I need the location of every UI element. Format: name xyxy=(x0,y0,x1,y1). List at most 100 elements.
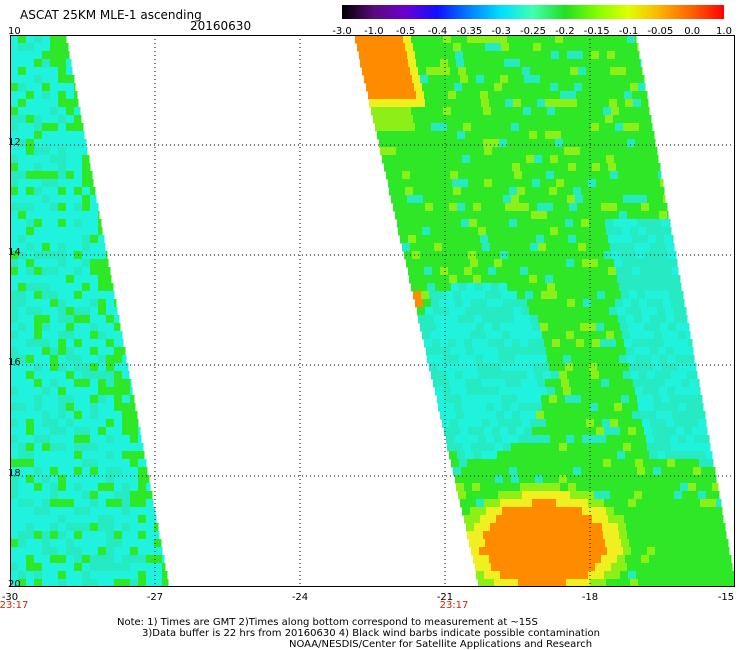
swath-cell xyxy=(558,155,567,164)
swath-cell xyxy=(599,371,608,380)
swath-cell xyxy=(639,195,648,204)
swath-cell xyxy=(572,147,581,156)
swath-cell xyxy=(531,563,540,572)
swath-cell xyxy=(122,395,131,404)
swath-cell xyxy=(579,355,588,364)
swath-cell xyxy=(614,579,623,587)
swath-cell xyxy=(514,523,523,532)
swath-cell xyxy=(624,235,633,244)
swath-cell xyxy=(576,267,585,276)
swath-cell xyxy=(431,195,440,204)
swath-cell xyxy=(502,579,511,587)
swath-cell xyxy=(557,467,566,476)
swath-cell xyxy=(18,171,27,180)
swath-cell xyxy=(34,483,43,492)
swath-cell xyxy=(549,395,558,404)
swath-cell xyxy=(106,355,115,364)
swath-cell xyxy=(649,451,658,460)
swath-cell xyxy=(640,515,649,524)
swath-cell xyxy=(82,171,91,180)
swath-cell xyxy=(578,243,587,252)
swath-cell xyxy=(18,491,27,500)
swath-cell xyxy=(568,411,577,420)
swath-cell xyxy=(611,211,620,220)
swath-cell xyxy=(596,323,605,332)
swath-cell xyxy=(674,419,683,428)
swath-cell xyxy=(512,59,521,68)
swath-cell xyxy=(530,491,539,500)
swath-cell xyxy=(405,187,414,196)
swath-cell xyxy=(522,315,531,324)
swath-cell xyxy=(18,91,27,100)
swath-cell xyxy=(530,523,539,532)
swath-cell xyxy=(589,539,598,548)
swath-cell xyxy=(589,291,598,300)
swath-cell xyxy=(718,507,723,516)
swath-cell xyxy=(66,139,75,148)
swath-cell xyxy=(26,59,35,68)
swath-cell xyxy=(445,291,454,300)
swath-cell xyxy=(649,203,658,212)
swath-cell xyxy=(42,35,51,44)
swath-cell xyxy=(523,355,532,364)
swath-cell xyxy=(583,475,592,484)
swath-cell xyxy=(66,555,75,564)
swath-cell xyxy=(635,563,644,572)
swath-cell xyxy=(522,523,531,532)
swath-cell xyxy=(609,451,618,460)
swath-cell xyxy=(437,219,446,228)
swath-cell xyxy=(589,187,598,196)
swath-cell xyxy=(592,235,601,244)
swath-cell xyxy=(114,307,118,316)
swath-cell xyxy=(616,339,625,348)
swath-cell xyxy=(516,427,525,436)
swath-cell xyxy=(637,467,646,476)
swath-cell xyxy=(114,523,123,532)
swath-cell xyxy=(603,387,612,396)
swath-cell xyxy=(539,459,548,468)
swath-cell xyxy=(627,211,636,220)
swath-cell xyxy=(597,43,606,52)
swath-cell xyxy=(619,107,628,116)
swath-cell xyxy=(642,491,651,500)
swath-cell xyxy=(50,91,59,100)
swath-cell xyxy=(58,107,67,116)
swath-cell xyxy=(26,323,35,332)
swath-cell xyxy=(42,67,51,76)
swath-cell xyxy=(536,339,545,348)
swath-cell xyxy=(437,291,446,300)
swath-cell xyxy=(446,83,455,92)
swath-cell xyxy=(580,571,589,580)
swath-cell xyxy=(626,243,635,252)
swath-cell xyxy=(583,123,592,132)
swath-cell xyxy=(416,235,425,244)
swath-cell xyxy=(460,499,469,508)
swath-cell xyxy=(612,323,621,332)
swath-cell xyxy=(74,419,83,428)
swath-cell xyxy=(720,515,724,524)
swath-cell xyxy=(625,307,634,316)
swath-cell xyxy=(519,123,528,132)
swath-cell xyxy=(571,139,580,148)
swath-cell xyxy=(642,171,651,180)
swath-cell xyxy=(393,99,402,108)
swath-cell xyxy=(497,555,506,564)
swath-cell xyxy=(532,179,541,188)
swath-cell xyxy=(82,203,91,212)
swath-cell xyxy=(18,427,27,436)
swath-cell xyxy=(26,331,35,340)
swath-cell xyxy=(90,435,99,444)
swath-cell xyxy=(509,539,518,548)
swath-cell xyxy=(499,139,508,148)
swath-cell xyxy=(595,563,604,572)
swath-cell xyxy=(398,83,407,92)
swath-cell xyxy=(50,355,59,364)
swath-cell xyxy=(34,323,43,332)
swath-cell xyxy=(551,547,560,556)
swath-cell xyxy=(146,571,155,580)
swath-cell xyxy=(644,251,653,260)
swath-cell xyxy=(534,227,543,236)
swath-cell xyxy=(428,251,437,260)
swath-cell xyxy=(10,267,19,276)
swath-cell xyxy=(435,211,444,220)
